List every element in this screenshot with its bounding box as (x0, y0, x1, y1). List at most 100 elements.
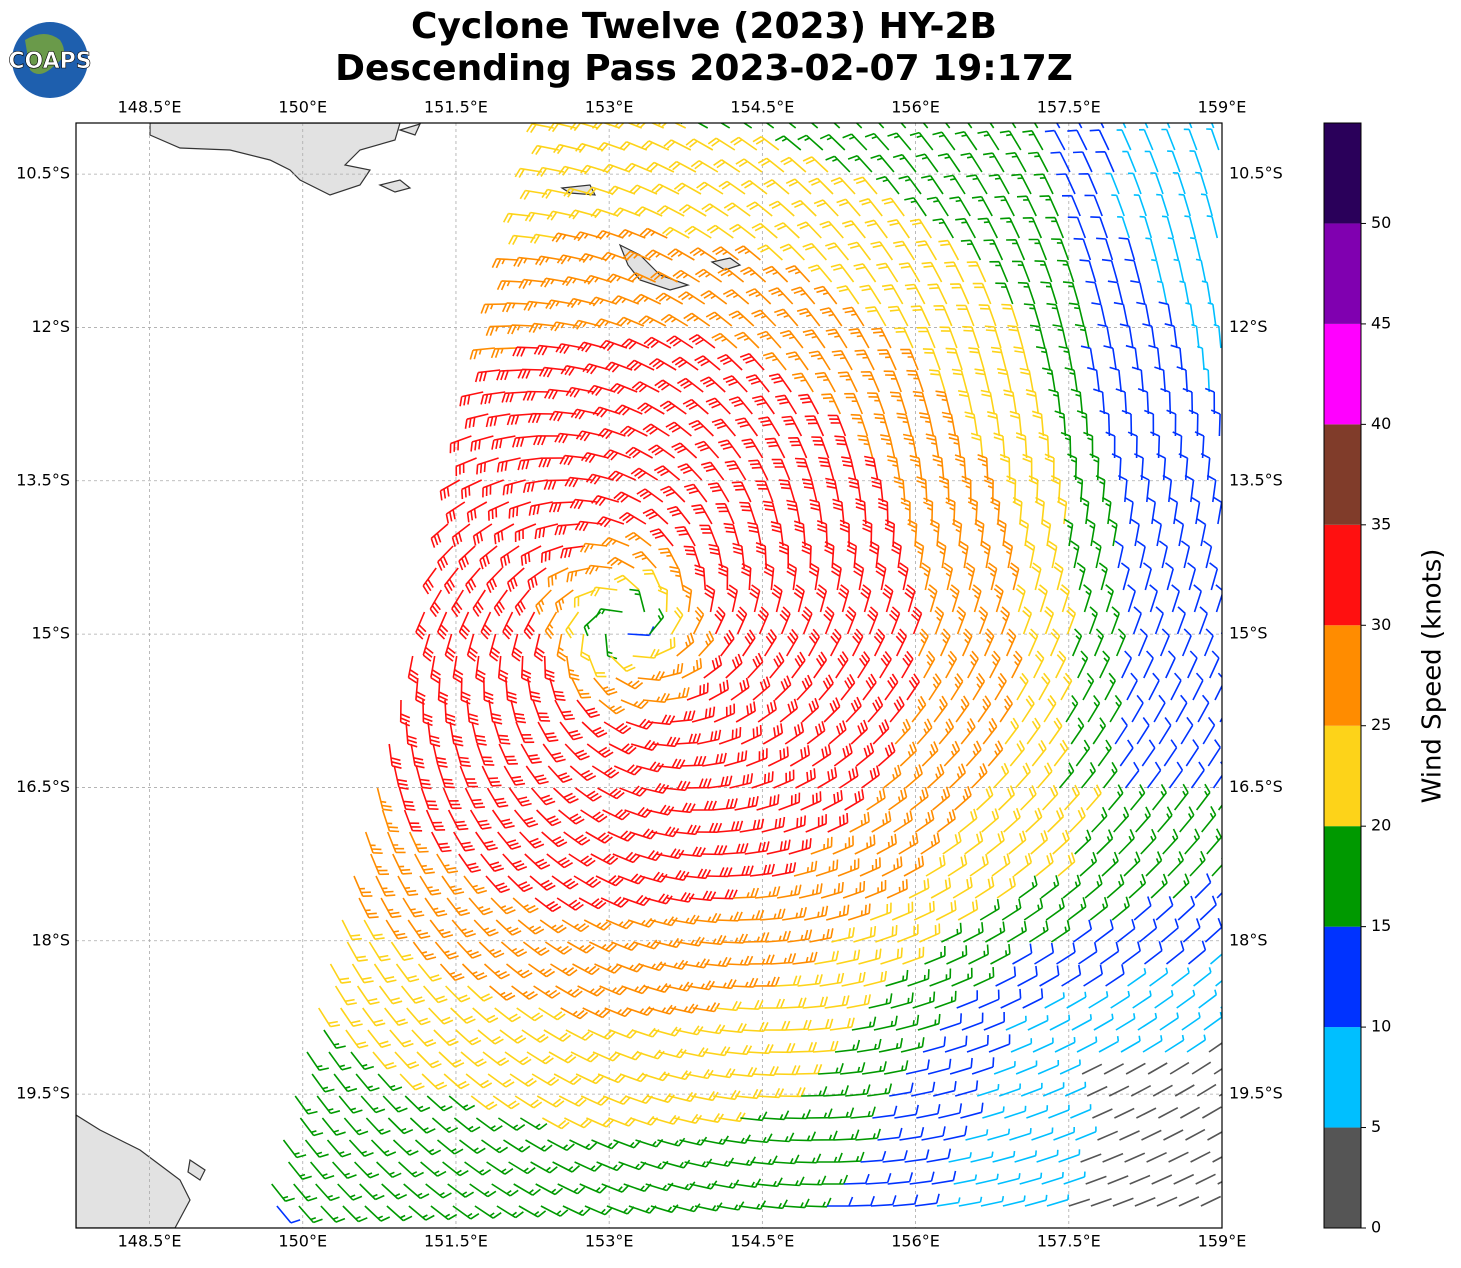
wind-barb (762, 723, 784, 745)
wind-barb (985, 921, 1006, 943)
wind-barb (577, 985, 606, 997)
wind-barb (892, 153, 917, 173)
wind-barb (1040, 875, 1060, 899)
wind-barb (573, 231, 602, 242)
wind-barb (939, 326, 958, 349)
wind-barb (763, 562, 775, 591)
wind-barb (1146, 1151, 1167, 1163)
wind-barb (960, 239, 982, 261)
wind-barb (1013, 852, 1033, 877)
wind-barb (402, 897, 425, 918)
wind-barb (481, 765, 502, 787)
wind-barb (991, 853, 1011, 877)
wind-barb (650, 1204, 679, 1214)
colorbar-tick-label: 30 (1371, 615, 1391, 634)
wind-barb (605, 273, 634, 284)
wind-barb (966, 261, 987, 283)
wind-barb (641, 782, 670, 794)
wind-barb (1166, 940, 1185, 965)
wind-barb (1122, 941, 1141, 965)
wind-barb (1213, 323, 1222, 349)
wind-barb (724, 1044, 753, 1056)
wind-barb (889, 1082, 914, 1097)
wind-barb (860, 1150, 887, 1163)
wind-barb (999, 130, 1022, 151)
wind-barb (1109, 366, 1122, 393)
wind-barb (557, 1183, 586, 1195)
wind-barb (943, 1125, 968, 1141)
wind-barb (501, 302, 529, 313)
wind-barb (952, 876, 973, 899)
wind-barb (1133, 896, 1152, 921)
wind-barb (855, 1128, 881, 1141)
wind-barb (898, 832, 919, 855)
wind-barb (455, 1029, 482, 1046)
wind-barb (1046, 1194, 1070, 1207)
wind-barb (624, 162, 653, 173)
wind-barb (1074, 323, 1090, 349)
wind-barb (830, 177, 856, 195)
wind-barb (513, 809, 539, 828)
wind-barb (1163, 1129, 1184, 1141)
wind-barb (621, 984, 650, 995)
wind-barb (613, 491, 642, 503)
wind-barb (464, 1161, 492, 1176)
wind-barb (944, 1035, 968, 1053)
wind-barb (555, 985, 583, 998)
wind-barb (1196, 345, 1205, 371)
land (378, 179, 412, 193)
wind-barb (1114, 1107, 1135, 1119)
wind-barb (1005, 1015, 1027, 1031)
wind-barb (1207, 739, 1221, 767)
wind-barb (1101, 258, 1119, 283)
wind-barb (381, 809, 400, 833)
wind-barb (642, 423, 670, 437)
wind-barb (776, 884, 802, 899)
lat-tick-label: 13.5°S (16, 470, 70, 489)
wind-barb (565, 655, 580, 681)
wind-barb (808, 562, 820, 591)
wind-barb (528, 322, 556, 333)
wind-barb (801, 1086, 828, 1097)
wind-barb (1022, 606, 1033, 635)
wind-barb (1182, 387, 1194, 415)
wind-barb (1174, 518, 1185, 547)
wind-barb (667, 1181, 696, 1191)
wind-barb (796, 307, 821, 327)
wind-barb (694, 268, 723, 283)
wind-barb (893, 240, 916, 261)
wind-barb (604, 1007, 633, 1018)
wind-barb (900, 497, 911, 524)
wind-barb (1070, 717, 1085, 745)
wind-barb (334, 985, 357, 1006)
wind-barb (348, 1139, 374, 1157)
wind-barb (885, 969, 909, 987)
wind-barb (1016, 195, 1037, 217)
wind-barb (853, 263, 877, 283)
wind-barb (1119, 1130, 1140, 1141)
wind-barb (1044, 129, 1066, 151)
wind-barb (928, 673, 942, 701)
wind-barb (637, 670, 665, 681)
wind-barb (449, 721, 464, 747)
wind-barb (704, 584, 716, 613)
wind-barb (936, 1197, 961, 1207)
wind-barb (587, 655, 607, 678)
wind-barb (570, 1051, 599, 1063)
wind-barb (530, 1161, 558, 1174)
wind-barb (972, 672, 986, 701)
wind-barb (547, 567, 569, 588)
wind-barb (1076, 1036, 1098, 1053)
wind-barb (1107, 784, 1124, 811)
wind-barb (669, 1091, 697, 1103)
wind-barb (631, 381, 660, 393)
wind-barb (394, 1051, 420, 1069)
wind-barb (743, 932, 770, 943)
wind-barb (810, 836, 833, 855)
wind-barb (407, 919, 431, 939)
wind-barb (445, 501, 466, 524)
wind-barb (1099, 650, 1111, 679)
wind-barb (1070, 540, 1080, 569)
wind-barb (699, 934, 727, 946)
wind-barb (639, 227, 668, 239)
